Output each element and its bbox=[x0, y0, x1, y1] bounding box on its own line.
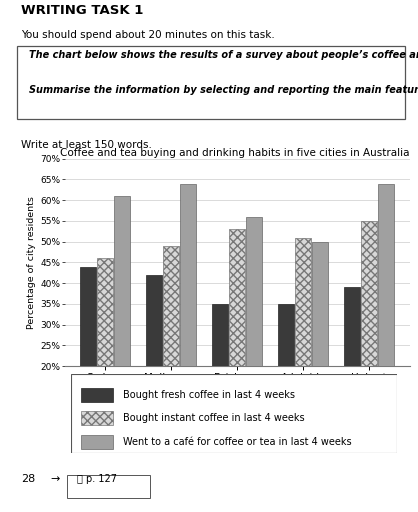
Bar bbox=[212, 304, 228, 449]
Bar bbox=[344, 287, 360, 449]
Text: 28: 28 bbox=[21, 474, 35, 484]
Text: Coffee and tea buying and drinking habits in five cities in Australia: Coffee and tea buying and drinking habit… bbox=[60, 147, 410, 158]
Bar bbox=[163, 246, 179, 449]
Bar bbox=[146, 275, 162, 449]
Bar bbox=[312, 242, 328, 449]
Text: Write at least 150 words.: Write at least 150 words. bbox=[21, 140, 152, 150]
Text: Went to a café for coffee or tea in last 4 weeks: Went to a café for coffee or tea in last… bbox=[123, 437, 352, 447]
FancyBboxPatch shape bbox=[71, 374, 397, 453]
Bar bbox=[295, 238, 311, 449]
Bar bbox=[80, 267, 96, 449]
Bar bbox=[378, 184, 394, 449]
Bar bbox=[180, 184, 196, 449]
Text: 📋 p. 127: 📋 p. 127 bbox=[77, 474, 117, 484]
Bar bbox=[229, 229, 245, 449]
Bar bbox=[114, 196, 130, 449]
Y-axis label: Percentage of city residents: Percentage of city residents bbox=[27, 196, 36, 329]
Text: →: → bbox=[50, 474, 59, 484]
Bar bbox=[81, 435, 113, 449]
Bar bbox=[81, 388, 113, 402]
Text: You should spend about 20 minutes on this task.: You should spend about 20 minutes on thi… bbox=[21, 30, 275, 40]
Bar bbox=[246, 217, 262, 449]
FancyBboxPatch shape bbox=[17, 46, 405, 119]
Text: WRITING TASK 1: WRITING TASK 1 bbox=[21, 4, 143, 17]
Text: Bought fresh coffee in last 4 weeks: Bought fresh coffee in last 4 weeks bbox=[123, 390, 295, 400]
Bar bbox=[278, 304, 294, 449]
FancyBboxPatch shape bbox=[67, 475, 150, 498]
Text: Summarise the information by selecting and reporting the main features, and make: Summarise the information by selecting a… bbox=[29, 86, 418, 95]
Text: The chart below shows the results of a survey about people’s coffee and tea buyi: The chart below shows the results of a s… bbox=[29, 51, 418, 60]
Bar bbox=[81, 411, 113, 425]
Bar bbox=[361, 221, 377, 449]
Bar bbox=[97, 258, 113, 449]
Text: Bought instant coffee in last 4 weeks: Bought instant coffee in last 4 weeks bbox=[123, 413, 305, 423]
